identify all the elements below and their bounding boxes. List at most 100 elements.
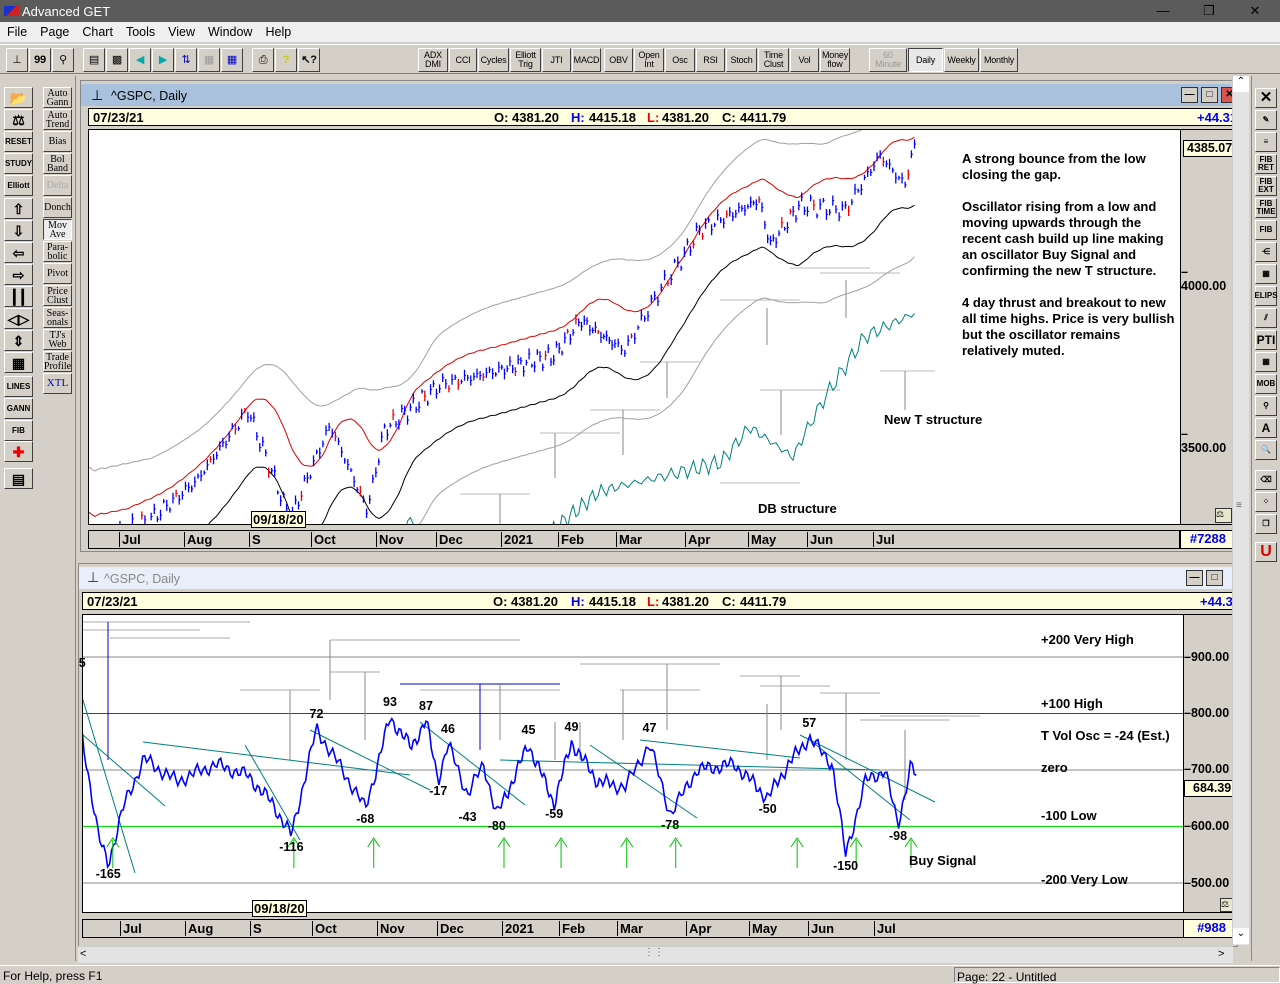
expand-icon[interactable]: ◁▷	[4, 308, 33, 329]
tool-reset[interactable]: RESET	[4, 131, 33, 152]
left-icon[interactable]: ⇦	[4, 242, 33, 263]
tool-fib[interactable]: FIB	[4, 420, 33, 441]
study-button-money-flow[interactable]: Money flow	[820, 48, 850, 72]
study-xtl[interactable]: XTL	[43, 373, 72, 394]
scroll-left-button[interactable]: <	[80, 948, 87, 960]
balance-icon[interactable]: ⚖	[4, 109, 33, 130]
menu-file[interactable]: File	[7, 25, 28, 39]
scale-icon[interactable]: ⚖	[1215, 508, 1232, 523]
lines-icon[interactable]: ≡	[1255, 132, 1277, 152]
study-button-obv[interactable]: OBV	[604, 48, 633, 72]
study-autogann[interactable]: Auto Gann	[43, 87, 72, 108]
study-delta[interactable]: Delta	[43, 175, 72, 196]
study-bolband[interactable]: Bol Band	[43, 153, 72, 174]
fib-ext-tool[interactable]: FIB EXT	[1255, 176, 1277, 196]
grid-icon[interactable]: ▦	[4, 352, 33, 373]
eraser-icon[interactable]: ⌫	[1255, 470, 1277, 490]
close-x-icon[interactable]: ✕	[1255, 88, 1277, 108]
restore-button[interactable]: ❐	[1203, 3, 1215, 18]
up-icon[interactable]: ⇧	[4, 198, 33, 219]
study-button-vol[interactable]: Vol	[790, 48, 819, 72]
menu-tools[interactable]: Tools	[125, 25, 156, 39]
pattern-icon[interactable]: ⁘	[1255, 492, 1277, 512]
menu-help[interactable]: Help	[265, 25, 292, 39]
menu-chart[interactable]: Chart	[82, 25, 113, 39]
study-para-bolic[interactable]: Para- bolic	[43, 241, 72, 262]
study-seas-onals[interactable]: Seas- onals	[43, 307, 72, 328]
scroll-right-button[interactable]: >	[1218, 948, 1225, 960]
elips-tool[interactable]: ELIPS	[1254, 286, 1278, 306]
tool-elliott[interactable]: Elliott	[4, 175, 33, 196]
timeframe-daily[interactable]: Daily	[908, 48, 943, 72]
scroll-thumb-grip[interactable]: ⋮⋮	[644, 947, 664, 958]
compress-icon[interactable]: ⇕	[4, 330, 33, 351]
fib-time-tool[interactable]: FIB TIME	[1255, 198, 1277, 218]
study-tjsweb[interactable]: TJ's Web	[43, 329, 72, 350]
study-button-cci[interactable]: CCI	[449, 48, 477, 72]
study-tradeprofile[interactable]: Trade Profile	[43, 351, 72, 372]
osc-minimize-button[interactable]: —	[1186, 570, 1203, 586]
study-button-cycles[interactable]: Cycles	[478, 48, 509, 72]
study-button-osc[interactable]: Osc	[665, 48, 695, 72]
menu-window[interactable]: Window	[208, 25, 253, 39]
study-button-open-int[interactable]: Open Int	[634, 48, 664, 72]
study-button-jti[interactable]: JTI	[542, 48, 571, 72]
chart-minimize-button[interactable]: —	[1181, 87, 1198, 103]
open-icon[interactable]: 📂	[4, 87, 33, 108]
study-button-macd[interactable]: MACD	[572, 48, 601, 72]
grid-icon[interactable]: ▦	[1255, 264, 1277, 284]
mob-tool[interactable]: MOB	[1255, 374, 1277, 394]
pencil-icon[interactable]: ✎	[1255, 110, 1277, 130]
copy-icon[interactable]: ❐	[1255, 514, 1277, 534]
next-page-icon[interactable]: ▶	[152, 48, 174, 72]
channel-icon[interactable]: ⫽	[1255, 308, 1277, 328]
bars-icon[interactable]: ┃┃	[4, 286, 33, 307]
cascade-icon[interactable]: ▦	[198, 48, 220, 72]
study-pivot[interactable]: Pivot	[43, 263, 72, 284]
fib-ret-tool[interactable]: FIB RET	[1255, 154, 1277, 174]
search-icon[interactable]: ⚲	[1255, 396, 1277, 416]
a-tool[interactable]: A	[1255, 418, 1277, 438]
osc-maximize-button[interactable]: □	[1206, 570, 1223, 586]
study-priceclust[interactable]: Price Clust	[43, 285, 72, 306]
study-bias[interactable]: Bias	[43, 131, 72, 152]
study-button-adx-dmi[interactable]: ADX DMI	[418, 48, 448, 72]
scale-icon[interactable]: ⚖	[1220, 898, 1233, 912]
osc-plot-area[interactable]	[82, 614, 1184, 913]
tool-lines[interactable]: LINES	[4, 376, 33, 397]
search-icon[interactable]: ⚲	[52, 48, 74, 72]
down-icon[interactable]: ⇩	[4, 220, 33, 241]
arrange-icon[interactable]: ▦	[221, 48, 243, 72]
chart-maximize-button[interactable]: □	[1201, 87, 1218, 103]
tile-icon[interactable]: ⇅	[175, 48, 197, 72]
prev-page-icon[interactable]: ◀	[129, 48, 151, 72]
pti-tool[interactable]: PTI	[1255, 330, 1277, 350]
fib-tool[interactable]: FIB	[1255, 220, 1277, 240]
vertical-scrollbar[interactable]: ⌃ ≡ ⌄	[1232, 76, 1249, 945]
study-button-rsi[interactable]: RSI	[696, 48, 725, 72]
quote-icon[interactable]: 99	[29, 48, 51, 72]
close-button[interactable]: ✕	[1249, 3, 1261, 18]
menu-page[interactable]: Page	[40, 25, 70, 39]
study-movave[interactable]: Mov Ave	[43, 219, 72, 240]
new-page-icon[interactable]: ▤	[83, 48, 105, 72]
scroll-down-button[interactable]: ⌄	[1233, 928, 1249, 944]
crosshair-icon[interactable]: ✚	[4, 441, 33, 462]
study-autotrend[interactable]: Auto Trend	[43, 109, 72, 130]
study-button-elliott-trig[interactable]: Elliott Trig	[510, 48, 541, 72]
print-icon[interactable]: ⎙	[252, 48, 274, 72]
help-icon[interactable]: ?	[275, 48, 297, 72]
u-icon[interactable]: U	[1255, 542, 1277, 562]
save-icon[interactable]: ▩	[106, 48, 128, 72]
right-icon[interactable]: ⇨	[4, 264, 33, 285]
horizontal-scrollbar[interactable]: < ⋮⋮ >	[78, 946, 1233, 963]
tool-gann[interactable]: GANN	[4, 398, 33, 419]
study-button-stoch[interactable]: Stoch	[726, 48, 757, 72]
cursor-icon[interactable]: ⊥	[6, 48, 28, 72]
minimize-button[interactable]: —	[1156, 3, 1170, 18]
scroll-up-button[interactable]: ⌃	[1233, 76, 1249, 92]
table-icon[interactable]: ▦	[1255, 352, 1277, 372]
tool-study[interactable]: STUDY	[4, 153, 33, 174]
study-donch[interactable]: Donch	[43, 197, 72, 218]
scroll-thumb-grip[interactable]: ≡	[1236, 500, 1242, 511]
